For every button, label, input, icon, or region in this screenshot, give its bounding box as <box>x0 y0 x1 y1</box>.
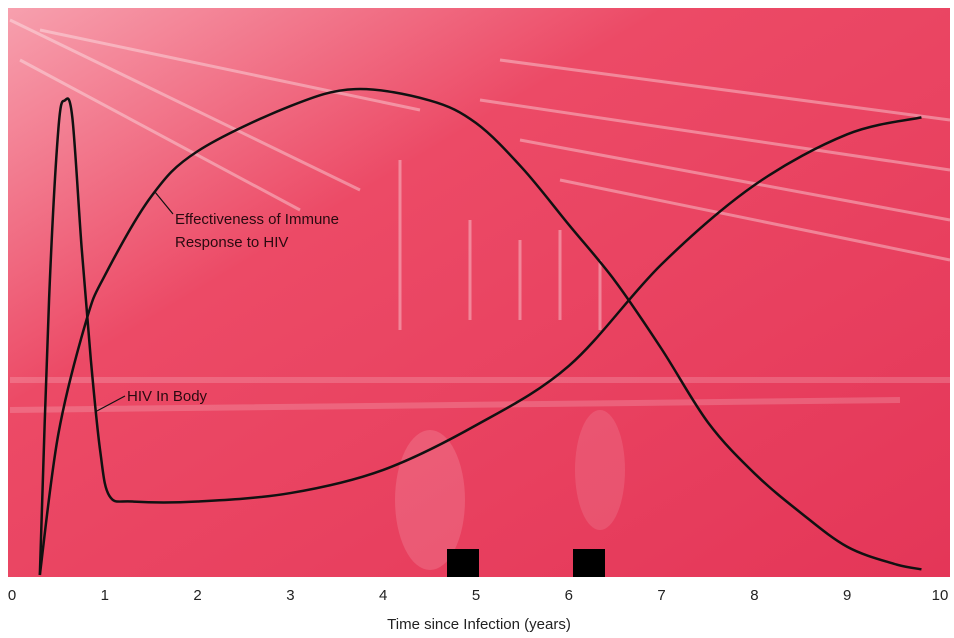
x-tick-label: 10 <box>932 587 949 604</box>
x-tick-label: 9 <box>843 587 851 604</box>
chart: Time since Infection (years) 0 1 2 3 4 5 6 7 8 9 1… <box>0 0 954 638</box>
x-tick-label: 0 <box>8 587 16 604</box>
curve-label: HIV In Body <box>127 388 208 405</box>
x-tick-label: 4 <box>379 587 387 604</box>
x-tick-label: 2 <box>193 587 201 604</box>
x-tick-label: 7 <box>657 587 665 604</box>
x-axis-label: Time since Infection (years) <box>387 616 571 633</box>
x-tick-label: 5 <box>472 587 480 604</box>
x-tick-label: 8 <box>750 587 758 604</box>
marker-block <box>447 549 479 577</box>
x-tick-label: 3 <box>286 587 294 604</box>
marker-block <box>573 549 605 577</box>
x-tick-label: 6 <box>565 587 573 604</box>
photo-background <box>8 8 950 577</box>
x-tick-label: 1 <box>101 587 109 604</box>
